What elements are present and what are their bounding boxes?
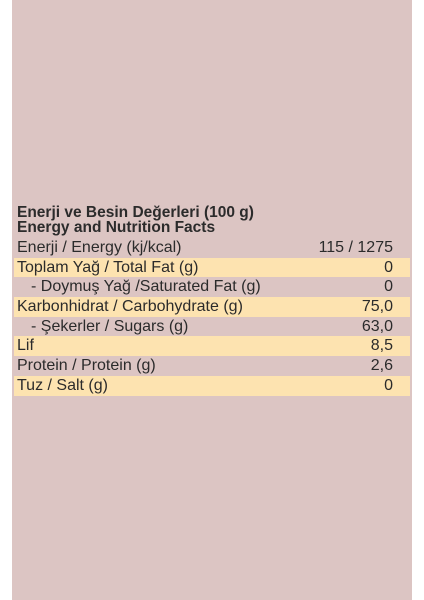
row-value: 2,6 [370, 356, 393, 374]
header-title-en: Energy and Nutrition Facts [17, 219, 216, 236]
row-value: 0 [384, 258, 393, 276]
row-label: Tuz / Salt (g) [17, 376, 108, 394]
table-row: Toplam Yağ / Total Fat (g) 0 [14, 257, 410, 278]
table-row: Karbonhidrat / Carbohydrate (g) 75,0 [14, 297, 410, 317]
row-label: Karbonhidrat / Carbohydrate (g) [17, 297, 243, 315]
table-row: Enerji / Energy (kj/kcal) 115 / 1275 [14, 238, 410, 258]
row-label: Protein / Protein (g) [17, 356, 156, 374]
row-label: Enerji / Energy (kj/kcal) [17, 238, 182, 256]
row-label: Lif [17, 337, 34, 355]
table-row: - Şekerler / Sugars (g) 63,0 [14, 317, 410, 337]
row-value: 0 [384, 376, 393, 394]
row-value: 75,0 [361, 297, 393, 315]
table-row: Protein / Protein (g) 2,6 [14, 356, 410, 376]
row-value: 8,5 [370, 337, 393, 355]
nutrition-table: Enerji / Energy (kj/kcal) 115 / 1275 Top… [14, 238, 410, 396]
header-title-tr: Enerji ve Besin Değerleri (100 g) [17, 204, 254, 221]
row-value: 115 / 1275 [318, 238, 393, 256]
row-value: 63,0 [361, 317, 393, 335]
table-row: - Doymuş Yağ /Saturated Fat (g) 0 [14, 277, 410, 297]
row-label: - Doymuş Yağ /Saturated Fat (g) [31, 278, 261, 296]
row-label: Toplam Yağ / Total Fat (g) [17, 258, 199, 276]
table-row: Tuz / Salt (g) 0 [14, 375, 410, 396]
table-row: Lif 8,5 [14, 336, 410, 357]
row-value: 0 [384, 278, 393, 296]
nutrition-header: Enerji ve Besin Değerleri (100 g) Energy… [17, 204, 254, 236]
row-label: - Şekerler / Sugars (g) [31, 317, 189, 335]
